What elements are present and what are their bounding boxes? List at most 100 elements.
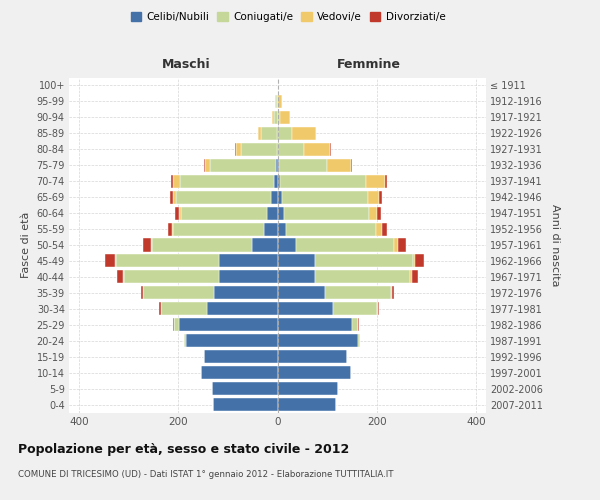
Bar — [200, 366, 277, 379]
Bar — [173, 222, 263, 235]
Bar — [235, 142, 236, 156]
Bar — [179, 206, 181, 220]
Bar — [278, 142, 304, 156]
Bar — [172, 222, 173, 235]
Bar — [412, 270, 418, 283]
Bar — [251, 238, 277, 252]
Bar — [277, 366, 351, 379]
Bar — [213, 398, 277, 411]
Bar — [143, 286, 214, 300]
Bar — [358, 334, 360, 347]
Bar — [171, 174, 173, 188]
Bar — [277, 334, 358, 347]
Bar — [274, 111, 277, 124]
Bar — [151, 238, 152, 252]
Bar — [315, 254, 413, 268]
Bar — [116, 270, 122, 283]
Bar — [272, 111, 274, 124]
Bar — [277, 398, 336, 411]
Y-axis label: Fasce di età: Fasce di età — [21, 212, 31, 278]
Bar — [122, 270, 124, 283]
Bar — [143, 238, 151, 252]
Bar — [261, 127, 277, 140]
Bar — [280, 174, 366, 188]
Bar — [278, 95, 283, 108]
Bar — [398, 238, 406, 252]
Bar — [277, 95, 278, 108]
Bar — [366, 174, 385, 188]
Bar — [277, 254, 315, 268]
Bar — [277, 158, 280, 172]
Bar — [176, 190, 271, 203]
Bar — [174, 318, 179, 332]
Bar — [277, 206, 284, 220]
Bar — [327, 158, 351, 172]
Bar — [173, 190, 176, 203]
Bar — [369, 206, 377, 220]
Text: Popolazione per età, sesso e stato civile - 2012: Popolazione per età, sesso e stato civil… — [18, 442, 349, 456]
Bar — [277, 270, 315, 283]
Bar — [277, 382, 338, 395]
Bar — [333, 302, 377, 316]
Bar — [277, 190, 283, 203]
Bar — [160, 302, 161, 316]
Bar — [413, 254, 415, 268]
Text: Maschi: Maschi — [161, 58, 210, 71]
Bar — [315, 270, 410, 283]
Bar — [266, 206, 277, 220]
Bar — [368, 190, 379, 203]
Bar — [296, 238, 394, 252]
Bar — [358, 318, 359, 332]
Bar — [141, 286, 143, 300]
Bar — [283, 190, 368, 203]
Bar — [277, 142, 278, 156]
Bar — [378, 302, 379, 316]
Bar — [377, 206, 381, 220]
Bar — [204, 350, 277, 363]
Bar — [391, 286, 392, 300]
Bar — [394, 238, 398, 252]
Bar — [210, 158, 275, 172]
Legend: Celibi/Nubili, Coniugati/e, Vedovi/e, Divorziati/e: Celibi/Nubili, Coniugati/e, Vedovi/e, Di… — [127, 8, 449, 26]
Bar — [175, 206, 179, 220]
Bar — [236, 142, 241, 156]
Text: Femmine: Femmine — [337, 58, 401, 71]
Bar — [212, 382, 277, 395]
Bar — [277, 222, 286, 235]
Bar — [278, 127, 292, 140]
Bar — [292, 127, 316, 140]
Bar — [258, 127, 261, 140]
Bar — [185, 334, 277, 347]
Bar — [274, 174, 277, 188]
Bar — [168, 222, 172, 235]
Bar — [205, 158, 210, 172]
Text: COMUNE DI TRICESIMO (UD) - Dati ISTAT 1° gennaio 2012 - Elaborazione TUTTITALIA.: COMUNE DI TRICESIMO (UD) - Dati ISTAT 1°… — [18, 470, 394, 479]
Bar — [382, 222, 387, 235]
Bar — [207, 302, 277, 316]
Bar — [219, 270, 277, 283]
Bar — [385, 174, 387, 188]
Bar — [277, 79, 278, 92]
Bar — [392, 286, 394, 300]
Bar — [280, 111, 290, 124]
Bar — [214, 286, 277, 300]
Bar — [376, 222, 382, 235]
Bar — [352, 318, 358, 332]
Bar — [161, 302, 207, 316]
Bar — [170, 190, 173, 203]
Bar — [173, 174, 180, 188]
Bar — [271, 190, 277, 203]
Bar — [275, 95, 277, 108]
Bar — [351, 158, 352, 172]
Bar — [277, 174, 280, 188]
Bar — [116, 254, 219, 268]
Bar — [180, 174, 274, 188]
Bar — [277, 286, 325, 300]
Bar — [277, 302, 333, 316]
Bar — [179, 318, 277, 332]
Bar — [152, 238, 251, 252]
Bar — [184, 334, 185, 347]
Bar — [379, 190, 382, 203]
Bar — [263, 222, 277, 235]
Bar — [219, 254, 277, 268]
